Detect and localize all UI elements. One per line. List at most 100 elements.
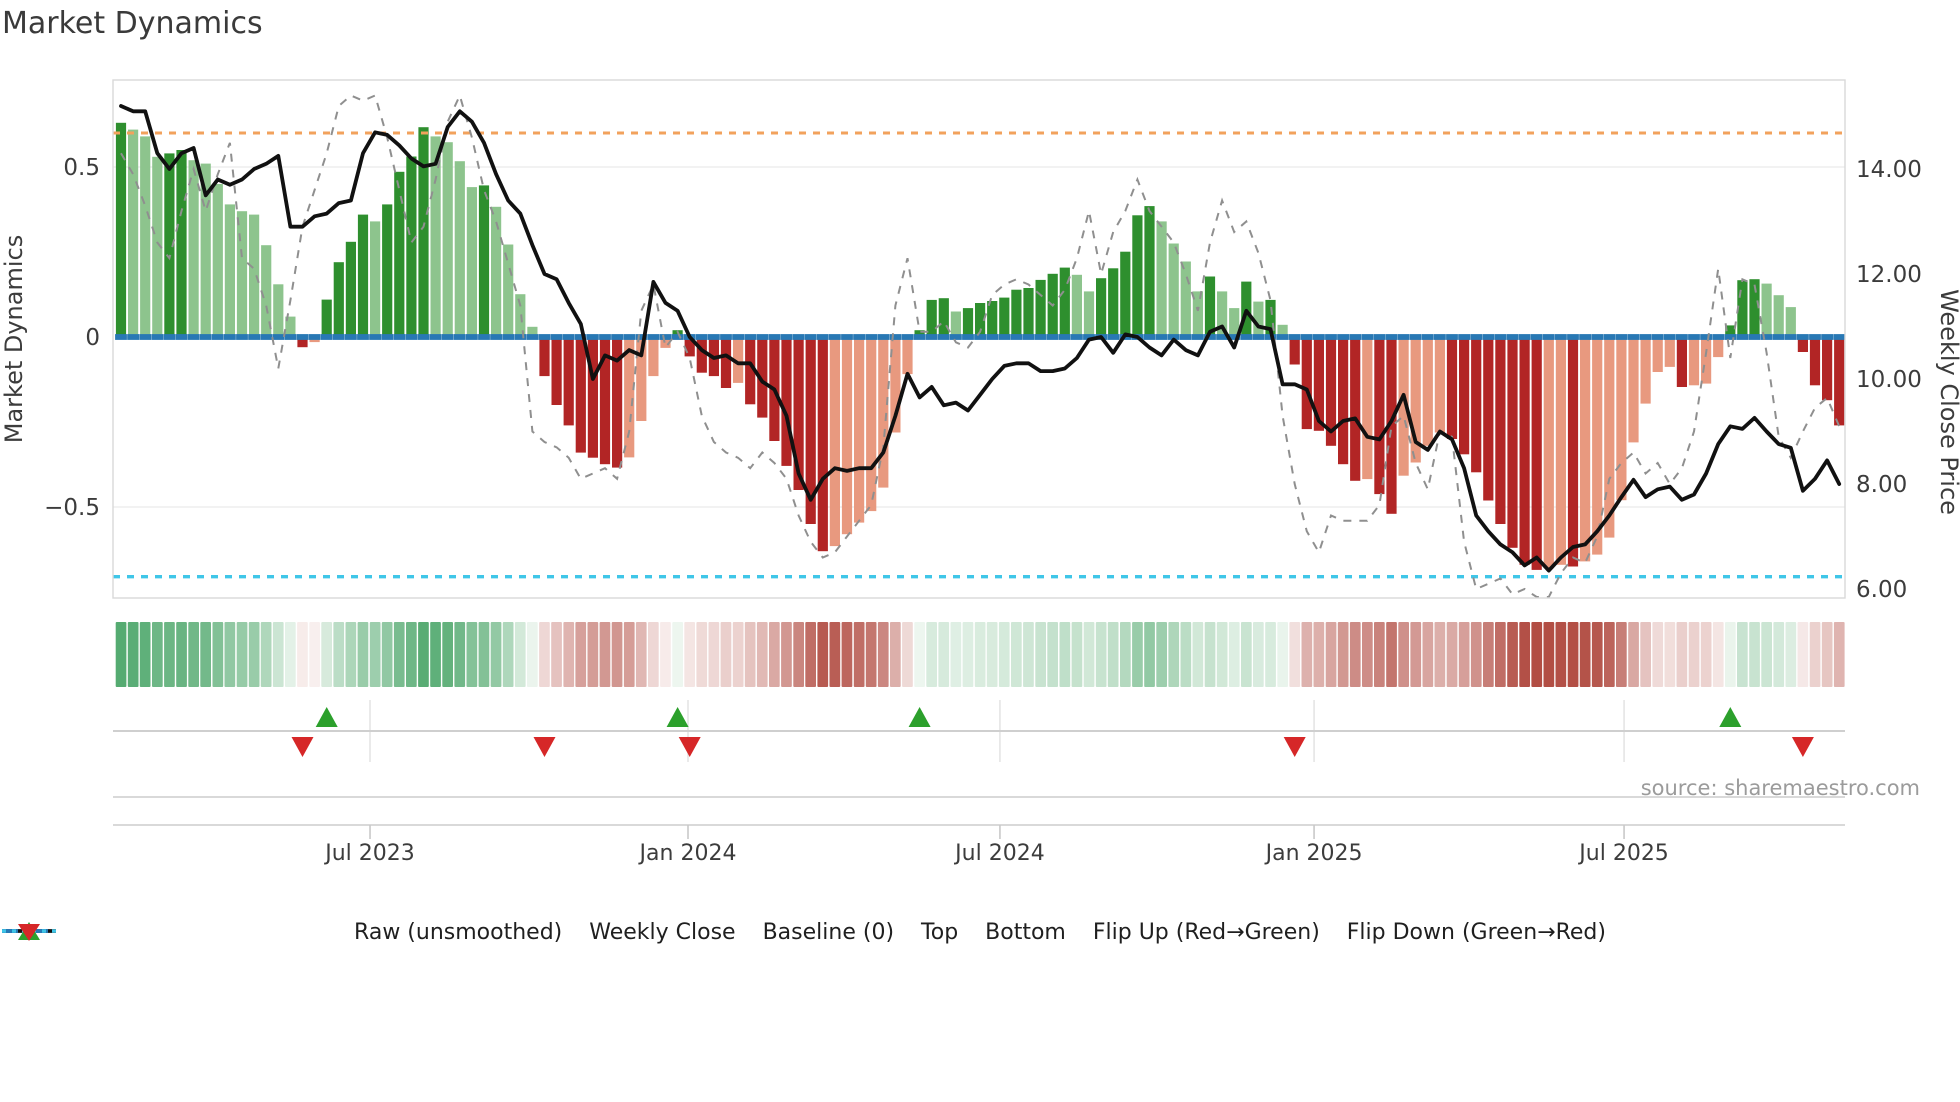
bar	[1144, 206, 1155, 337]
bar	[950, 311, 961, 337]
flip-down-marker	[291, 737, 314, 757]
heat-cell	[164, 622, 175, 687]
heat-cell	[1059, 622, 1071, 687]
bar	[1325, 337, 1337, 446]
bar	[878, 337, 889, 488]
bar	[962, 308, 974, 337]
bar	[140, 136, 151, 337]
bar	[745, 337, 756, 405]
bar	[321, 299, 332, 337]
bar	[975, 303, 986, 337]
bar	[1289, 337, 1300, 365]
bar	[285, 316, 296, 337]
heat-cell	[115, 622, 127, 687]
heat-cell	[1313, 622, 1325, 687]
heat-cell	[938, 622, 950, 687]
heat-cell	[430, 622, 441, 687]
heat-cell	[1398, 622, 1409, 687]
bar	[696, 337, 707, 373]
bar	[430, 136, 441, 337]
heat-cell	[962, 622, 974, 687]
bar	[1737, 280, 1748, 337]
heat-cell	[1216, 622, 1228, 687]
bar	[1459, 337, 1470, 455]
heat-cell	[490, 622, 502, 687]
heatmap-strip	[115, 622, 1845, 687]
bar	[1253, 301, 1264, 337]
bar	[1059, 267, 1070, 337]
bar	[442, 142, 453, 337]
bar	[1217, 291, 1228, 337]
heat-cell	[950, 622, 962, 687]
heat-cell	[998, 622, 1010, 687]
heat-cell	[611, 622, 623, 687]
bar	[926, 299, 937, 337]
bar	[1108, 268, 1119, 337]
heat-cell	[672, 622, 683, 687]
bar	[1822, 337, 1833, 401]
heat-cell	[1446, 622, 1458, 687]
heat-cell	[478, 622, 490, 687]
bar	[527, 326, 538, 337]
heat-cell	[393, 622, 405, 687]
bar	[261, 245, 272, 337]
bar	[1120, 251, 1131, 337]
heat-cell	[1144, 622, 1155, 687]
legend-label: Baseline (0)	[762, 920, 895, 945]
heat-cell	[1301, 622, 1313, 687]
heat-cell	[769, 622, 780, 687]
bar	[357, 214, 369, 337]
bar	[503, 244, 514, 337]
heat-cell	[660, 622, 671, 687]
heat-cell	[1470, 622, 1482, 687]
flip-up-marker	[908, 707, 931, 727]
heat-cell	[1725, 622, 1736, 687]
flip-down-marker	[533, 737, 556, 757]
bar	[1446, 337, 1458, 439]
bar	[1652, 337, 1663, 372]
bar	[382, 204, 393, 337]
heat-cell	[1749, 622, 1760, 687]
heat-cell	[781, 622, 792, 687]
heat-cell	[297, 622, 308, 687]
bar	[1071, 274, 1082, 337]
right-axis-label: Weekly Close Price	[1935, 289, 1960, 515]
bar	[273, 284, 284, 337]
bar	[115, 122, 127, 337]
heat-cell	[1422, 622, 1434, 687]
bar	[1580, 337, 1591, 562]
heat-cell	[236, 622, 248, 687]
heat-cell	[514, 622, 526, 687]
heat-cell	[696, 622, 708, 687]
heat-cell	[369, 622, 381, 687]
heat-cell	[1023, 622, 1034, 687]
heat-cell	[1591, 622, 1603, 687]
bar	[1507, 337, 1518, 548]
heat-cell	[1035, 622, 1046, 687]
flip-down-marker	[1791, 737, 1814, 757]
heat-cell	[1773, 622, 1785, 687]
legend-item: Raw (unsmoothed)	[2, 920, 562, 945]
heat-cell	[224, 622, 236, 687]
heat-cell	[127, 622, 139, 687]
bar	[1229, 308, 1240, 337]
heat-cell	[829, 622, 841, 687]
baseline-swatch	[2, 929, 56, 933]
bar	[1362, 337, 1373, 480]
bar	[684, 337, 695, 357]
bar	[829, 337, 840, 547]
left-tick-label: 0.5	[63, 155, 100, 181]
bar	[418, 127, 429, 337]
bar	[1664, 337, 1675, 367]
heat-cell	[1156, 622, 1167, 687]
heat-cell	[1253, 622, 1264, 687]
heat-cell	[466, 622, 478, 687]
heat-cell	[200, 622, 211, 687]
heat-cell	[817, 622, 829, 687]
bar	[454, 161, 465, 337]
bar	[841, 337, 853, 535]
heat-cell	[986, 622, 998, 687]
heat-cell	[1567, 622, 1579, 687]
bar	[333, 262, 344, 337]
oscillator-bars	[115, 122, 1845, 570]
